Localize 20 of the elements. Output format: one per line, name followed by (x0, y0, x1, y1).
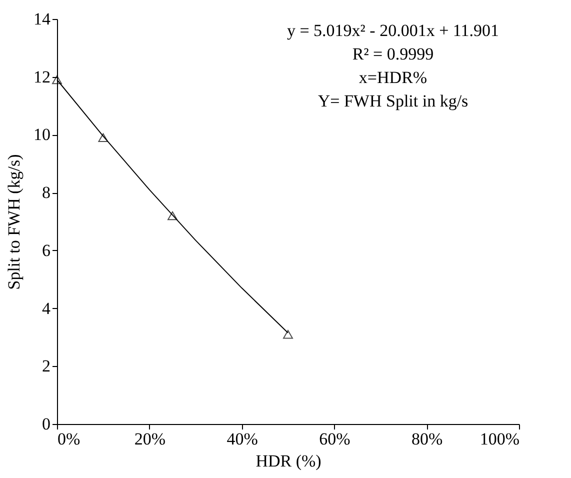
annotation: x=HDR% (358, 68, 428, 87)
x-tick-label: 0% (58, 430, 80, 448)
x-tick-label: 80% (412, 430, 443, 448)
annotation: y = 5.019x² - 20.001x + 11.901 (286, 21, 500, 40)
y-tick-label: 6 (42, 240, 50, 260)
annotation: Y= FWH Split in kg/s (318, 92, 468, 110)
x-tick-label: 100% (480, 430, 520, 448)
x-tick-label: 20% (134, 430, 166, 448)
y-axis-title: Split to FWH (kg/s) (4, 154, 24, 290)
x-axis-title: HDR (%) (256, 452, 322, 470)
y-tick-label: 2 (42, 356, 50, 376)
y-tick-label: 14 (34, 10, 51, 28)
y-tick-label: 0 (42, 414, 50, 434)
y-tick-label: 10 (34, 125, 50, 144)
x-tick-label: 40% (226, 430, 258, 448)
y-tick-label: 8 (42, 183, 50, 202)
y-tick-label: 12 (34, 67, 50, 86)
annotation: R² = 0.9999 (352, 44, 434, 64)
y-tick-label: 4 (42, 298, 51, 318)
x-tick-label: 60% (319, 430, 350, 448)
